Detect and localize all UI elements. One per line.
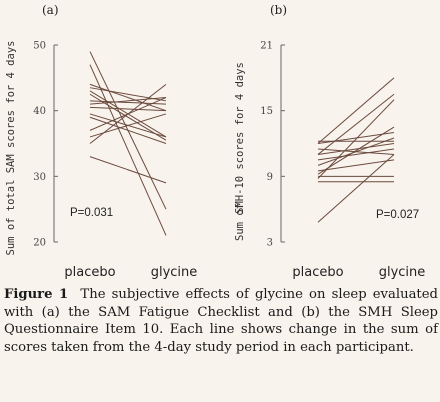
caption-text: The subjective effects of glycine on sle… <box>4 287 438 355</box>
figure-caption: Figure 1 The subjective effects of glyci… <box>4 286 438 356</box>
panel-b-ytick-label-1: 9 <box>267 172 273 183</box>
panel-b-participant-line-12 <box>317 77 395 144</box>
panel-b-label: (b) <box>270 3 287 17</box>
panel-b-ylabel-prefix: Sum of <box>234 203 246 241</box>
panel-b-participant-line-8 <box>317 126 395 175</box>
panel-a-label: (a) <box>42 3 59 17</box>
panel-a-ytick-label-1: 30 <box>33 172 46 183</box>
panel-a-participant-line-14 <box>89 84 167 144</box>
panel-a-participant-line-6 <box>89 93 167 141</box>
panel-b-ylabel: SMH-10 scores for 4 days <box>234 62 246 214</box>
panel-b-pvalue: P=0.027 <box>376 209 419 221</box>
panel-b-participant-line-14 <box>317 93 395 155</box>
panel-a-participant-line-11 <box>89 116 167 144</box>
figure-svg: (a) Sum of total SAM scores for 4 days 2… <box>5 3 425 280</box>
panel-a-participant-line-9 <box>89 106 167 112</box>
panel-a-xlabel-placebo: placebo <box>64 265 115 280</box>
panel-b-participant-line-13 <box>317 154 395 223</box>
panel-a-ytick-label-2: 40 <box>33 106 46 117</box>
panel-a-xlabel-glycine: glycine <box>151 265 198 280</box>
panel-b-participant-line-10 <box>317 99 395 179</box>
panel-b: (b) SMH-10 scores for 4 days Sum of 3 9 15… <box>234 3 425 280</box>
panel-a-participant-line-15 <box>89 156 167 184</box>
panel-b-ytick-label-0: 3 <box>267 238 273 249</box>
panel-a-ytick-label-0: 20 <box>33 238 46 249</box>
panel-a: (a) Sum of total SAM scores for 4 days 2… <box>5 3 197 280</box>
panel-a-participant-line-2 <box>89 64 167 236</box>
panel-b-ytick-label-3: 21 <box>260 41 273 52</box>
caption-figure-label: Figure 1 <box>4 287 69 302</box>
panel-a-participant-line-7 <box>89 100 167 105</box>
panel-b-xlabel-placebo: placebo <box>292 265 343 280</box>
panel-b-participant-line-6 <box>317 137 395 166</box>
panel-a-ylabel: Sum of total SAM scores for 4 days <box>5 41 17 256</box>
panel-a-participant-line-3 <box>89 83 167 112</box>
panel-a-ytick-label-3: 50 <box>33 41 46 52</box>
panel-b-participant-line-4 <box>317 143 395 155</box>
panel-a-participant-line-8 <box>89 97 167 105</box>
panel-b-participant-line-7 <box>317 159 395 172</box>
panel-b-ytick-label-2: 15 <box>260 106 273 117</box>
panel-a-pvalue: P=0.031 <box>70 207 113 219</box>
panel-b-participant-line-5 <box>317 148 395 161</box>
panel-b-xlabel-glycine: glycine <box>379 265 426 280</box>
